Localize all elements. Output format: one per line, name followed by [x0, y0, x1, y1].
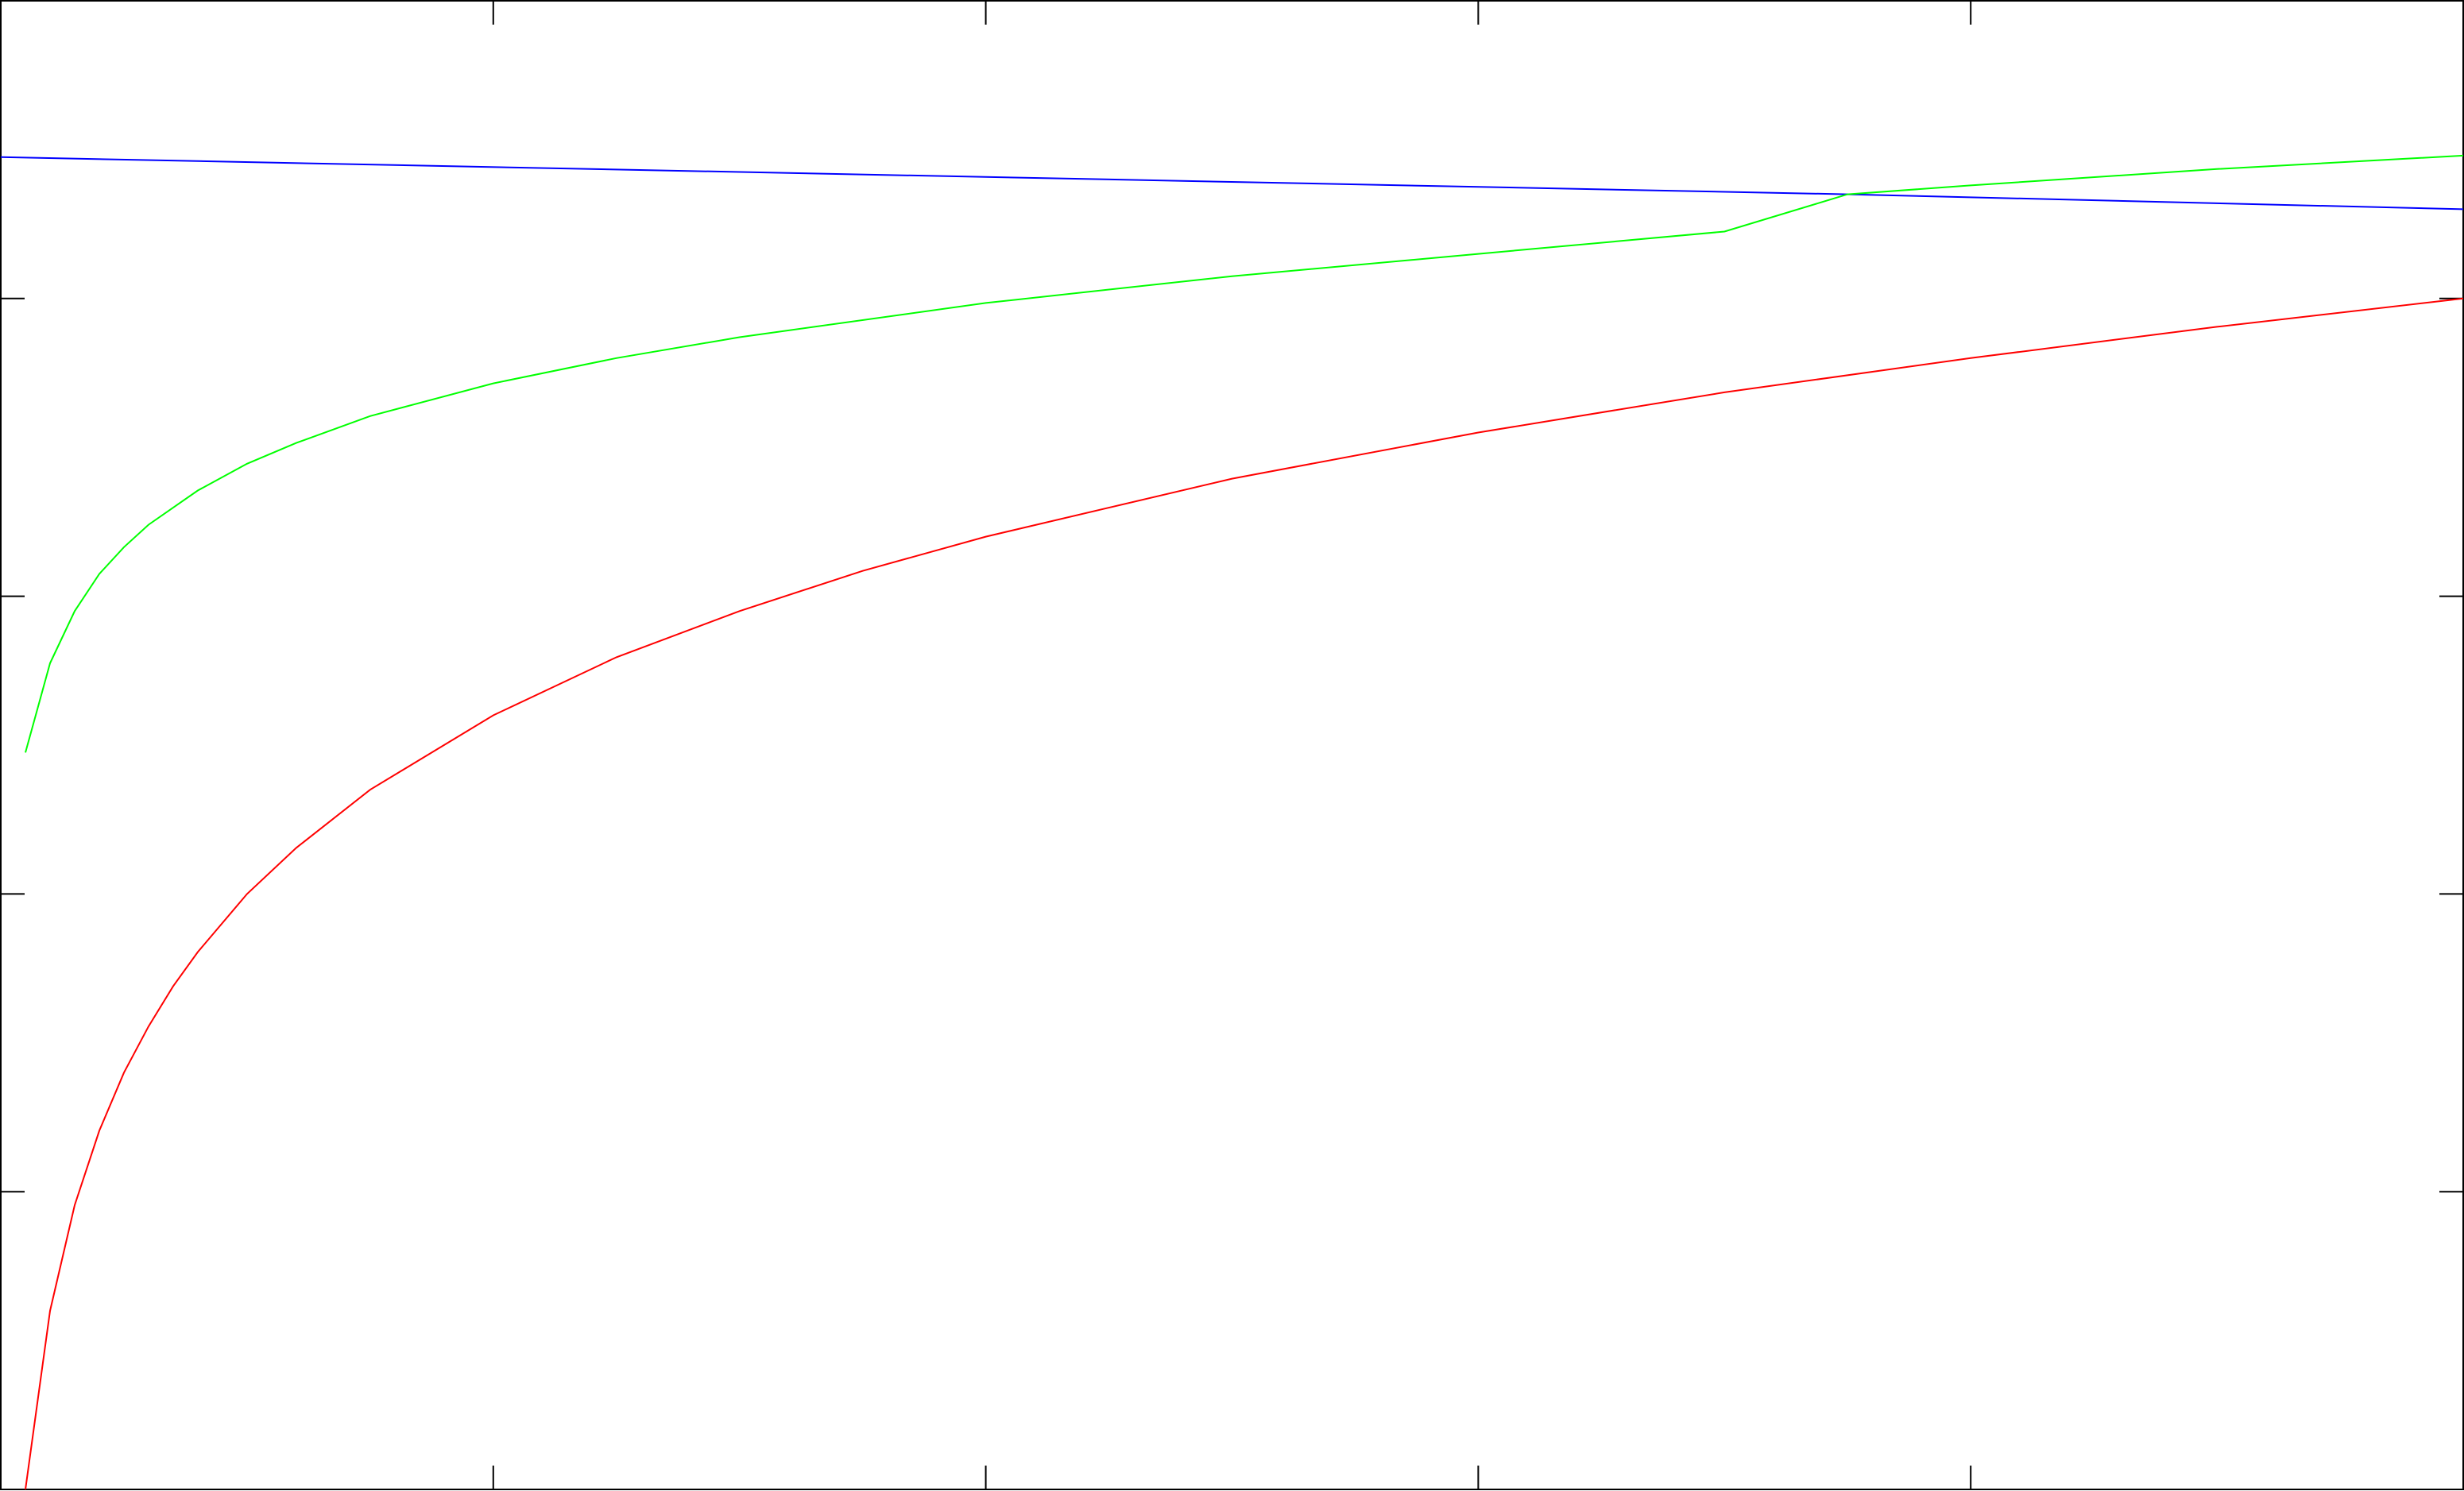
series-line-1 — [0, 156, 2464, 211]
series-lines — [0, 154, 2464, 1490]
series-line-2 — [25, 154, 2464, 753]
series-line-3 — [25, 297, 2464, 1490]
